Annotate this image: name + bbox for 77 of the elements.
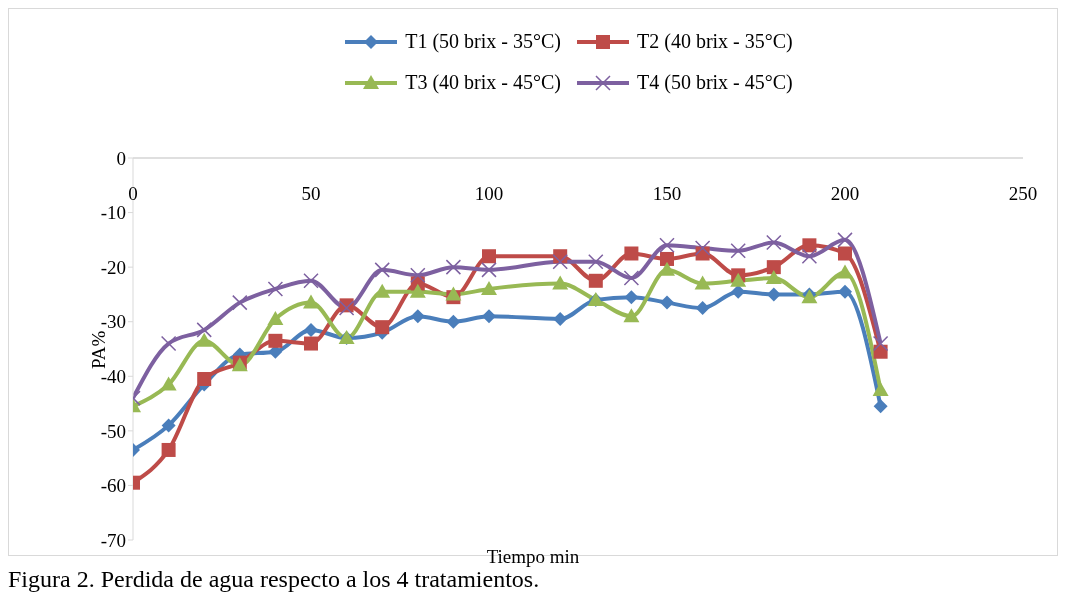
y-tick-label: 0 (116, 147, 126, 169)
point (481, 280, 497, 295)
point (161, 418, 176, 433)
point (481, 262, 497, 278)
point (731, 284, 746, 299)
point (659, 261, 675, 276)
point (838, 284, 852, 299)
point (196, 322, 212, 338)
point (873, 399, 888, 414)
y-tick-label: -10 (100, 202, 126, 224)
point (837, 264, 853, 279)
y-tick-label: -50 (100, 420, 126, 442)
legend-label: T1 (50 brix - 35°C) (405, 30, 561, 53)
point (802, 238, 817, 253)
point (268, 333, 283, 348)
point (552, 275, 569, 290)
point (267, 310, 284, 325)
point (482, 309, 496, 324)
point (623, 308, 640, 323)
point (765, 270, 782, 285)
point (161, 442, 176, 457)
point (232, 294, 248, 311)
legend-label: T2 (40 brix - 35°C) (637, 30, 793, 53)
point (552, 253, 568, 270)
x-tick-label: 250 (1008, 183, 1038, 204)
point (766, 260, 781, 275)
point (409, 283, 426, 298)
point (838, 246, 852, 261)
point (624, 246, 639, 261)
y-axis-title: PA% (87, 330, 109, 369)
point (694, 240, 711, 256)
point (304, 336, 318, 351)
point (872, 381, 889, 396)
point (801, 248, 818, 264)
x-axis-title: Tiempo min (486, 546, 580, 567)
point (588, 273, 603, 288)
point (446, 314, 461, 329)
point (267, 281, 284, 297)
point (553, 311, 568, 326)
point (588, 253, 604, 270)
point (482, 249, 496, 264)
legend-label: T4 (50 brix - 45°C) (637, 71, 793, 94)
point (659, 237, 675, 254)
point (766, 287, 781, 302)
point (374, 262, 390, 278)
point (303, 294, 319, 309)
point (445, 259, 462, 275)
point (872, 335, 889, 352)
point (660, 295, 674, 310)
point (160, 376, 177, 391)
point (410, 267, 426, 284)
point (410, 309, 425, 324)
point (197, 372, 212, 387)
point (624, 290, 639, 305)
y-tick-label: -70 (100, 529, 126, 551)
point (837, 232, 853, 248)
x-tick-label: 200 (830, 183, 860, 204)
y-tick-label: -20 (100, 256, 126, 278)
text: Figura 2. Perdida de agua respecto a los 4 tratamientos. (8, 566, 540, 593)
x-tick-label: 100 (474, 183, 504, 204)
point (730, 243, 746, 259)
point (304, 322, 318, 337)
point (196, 332, 213, 347)
y-tick-label: -60 (100, 475, 126, 497)
x-tick-label: 50 (301, 183, 321, 204)
point (766, 234, 782, 251)
point (730, 272, 747, 287)
x-tick-label: 150 (652, 183, 682, 204)
point (623, 270, 640, 286)
legend-label: T3 (40 brix - 45°C) (405, 71, 561, 94)
point (445, 286, 462, 301)
point (660, 251, 674, 266)
point (374, 283, 391, 298)
point (303, 273, 319, 289)
point (695, 301, 710, 316)
point (694, 275, 711, 290)
point (375, 320, 390, 335)
